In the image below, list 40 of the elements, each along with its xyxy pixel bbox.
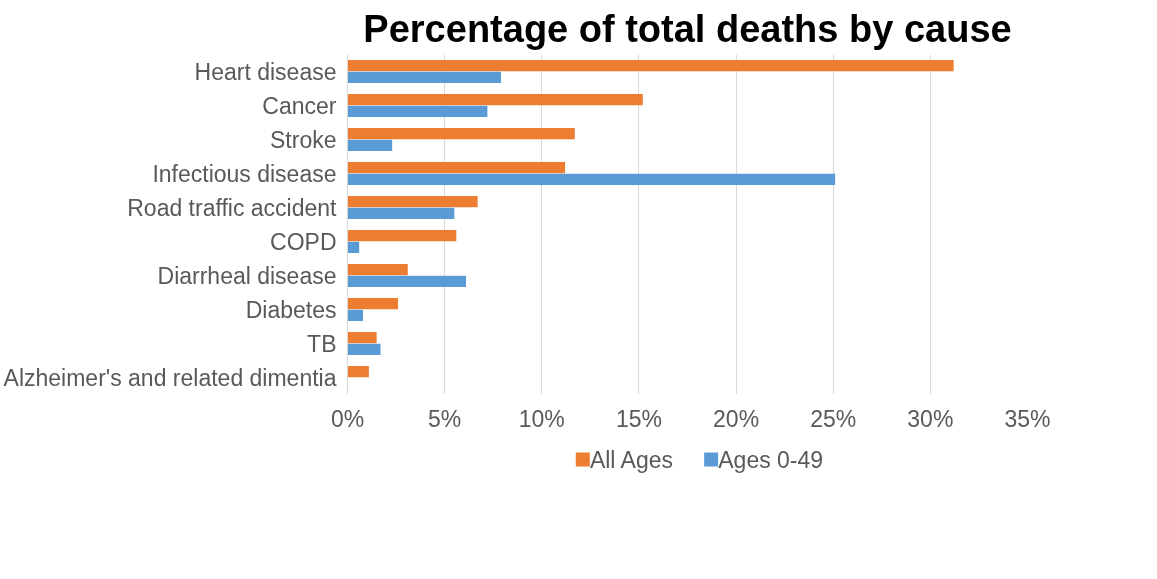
x-tick-label: 25% xyxy=(810,405,857,432)
y-tick-label: Heart disease xyxy=(194,58,337,85)
bar xyxy=(347,173,836,186)
bar xyxy=(347,331,377,344)
bar xyxy=(347,297,399,310)
bar xyxy=(347,343,381,356)
bar xyxy=(347,161,566,174)
y-tick-label: COPD xyxy=(270,228,337,255)
bar xyxy=(347,127,575,140)
y-tick-label: TB xyxy=(307,330,337,357)
y-tick-label: Alzheimer's and related dimentia xyxy=(3,364,337,391)
y-tick-label: Diarrheal disease xyxy=(157,262,337,289)
chart-title: Percentage of total deaths by cause xyxy=(363,7,1012,50)
bar xyxy=(347,309,364,322)
bar xyxy=(347,93,643,106)
bar xyxy=(347,105,488,118)
x-tick-label: 30% xyxy=(907,405,954,432)
bar xyxy=(347,365,369,378)
x-tick-label: 20% xyxy=(713,405,760,432)
legend-label: All Ages xyxy=(589,446,674,473)
y-tick-label: Cancer xyxy=(262,92,337,119)
x-tick-label: 0% xyxy=(330,405,365,432)
x-tick-label: 10% xyxy=(518,405,565,432)
y-tick-label: Infectious disease xyxy=(152,160,337,187)
bar xyxy=(347,207,455,220)
bar xyxy=(347,263,408,276)
y-tick-label: Diabetes xyxy=(245,296,337,323)
y-tick-label: Road traffic accident xyxy=(127,194,338,221)
bar xyxy=(347,229,457,242)
bar xyxy=(347,71,501,84)
bar xyxy=(347,195,478,208)
x-tick-label: 15% xyxy=(615,405,662,432)
legend-label: Ages 0-49 xyxy=(718,446,824,473)
bar xyxy=(347,59,954,72)
x-tick-label: 35% xyxy=(1004,405,1051,432)
x-tick-label: 5% xyxy=(428,405,462,432)
bar xyxy=(347,241,360,254)
bar xyxy=(347,139,393,152)
y-tick-label: Stroke xyxy=(270,126,337,153)
bar xyxy=(347,275,467,288)
